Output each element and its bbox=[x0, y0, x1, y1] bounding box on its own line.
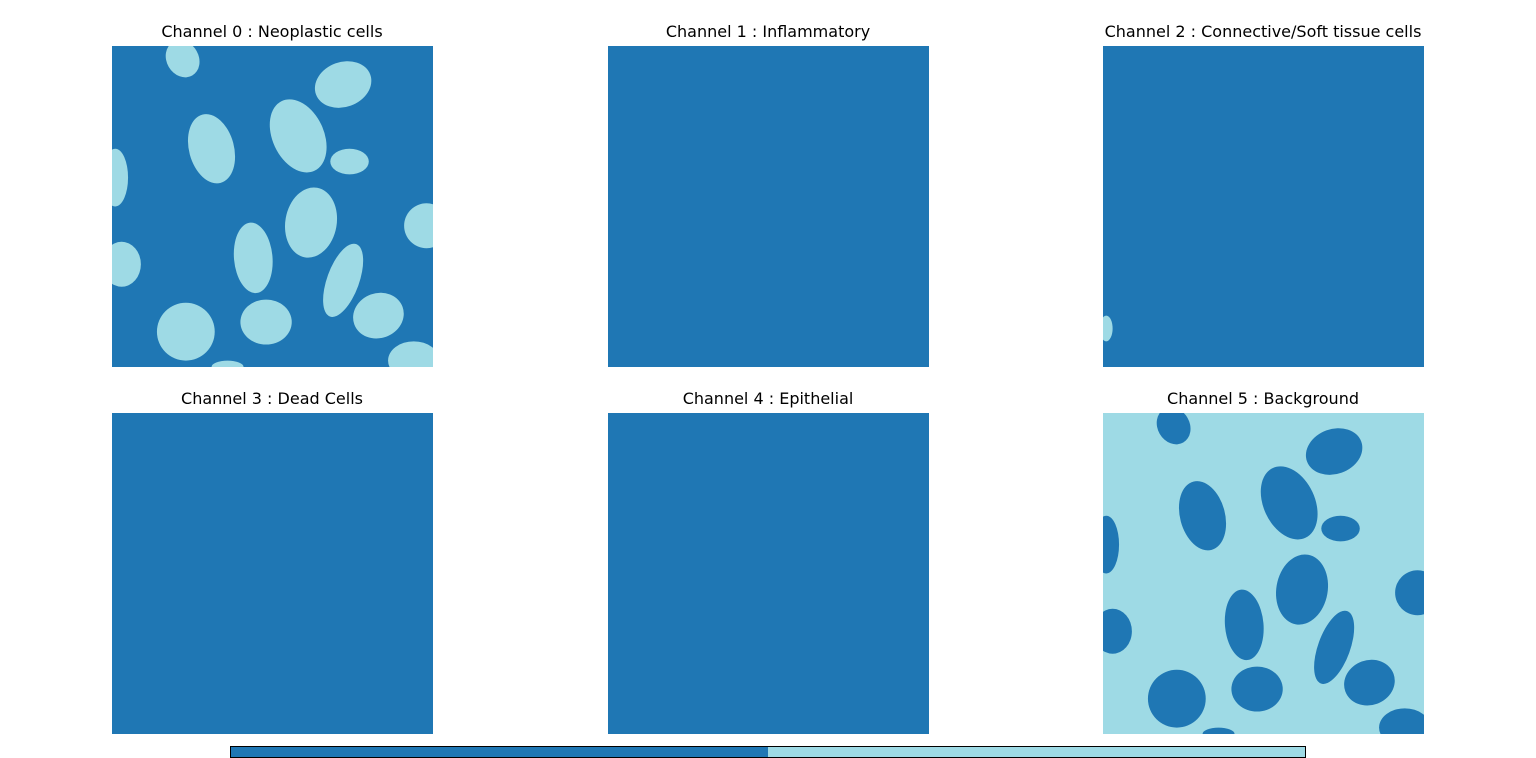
cell-blob bbox=[1260, 466, 1318, 540]
cell-blob bbox=[1231, 666, 1283, 712]
cell-blob bbox=[284, 187, 338, 258]
colorbar-segment-high bbox=[768, 747, 1305, 757]
colorbar-segment-low bbox=[231, 747, 768, 757]
cell-blob bbox=[1202, 727, 1235, 734]
panel-title: Channel 4 : Epithelial bbox=[682, 389, 854, 408]
cell-blob bbox=[1395, 570, 1424, 616]
cell-blob bbox=[112, 148, 129, 207]
cell-blob bbox=[1103, 608, 1132, 654]
cell-blob bbox=[211, 360, 244, 367]
cell-blob bbox=[1156, 413, 1191, 445]
cell-blob bbox=[1305, 428, 1363, 475]
panel-title: Channel 3 : Dead Cells bbox=[181, 389, 363, 408]
cell-blob bbox=[156, 302, 215, 361]
panel-title: Channel 5 : Background bbox=[1167, 389, 1359, 408]
cell-blob bbox=[112, 241, 141, 287]
cell-blob bbox=[1379, 708, 1424, 734]
cell-blob bbox=[1103, 315, 1113, 342]
mask-background bbox=[112, 413, 433, 734]
cell-blob bbox=[233, 222, 273, 294]
cell-blob bbox=[404, 203, 433, 249]
mask-background bbox=[608, 413, 929, 734]
mask-image bbox=[1103, 46, 1424, 367]
cell-blob bbox=[1321, 515, 1360, 542]
colorbar bbox=[230, 746, 1306, 758]
mask-image bbox=[608, 46, 929, 367]
mask-background bbox=[1103, 46, 1424, 367]
panel-title: Channel 1 : Inflammatory bbox=[665, 22, 871, 41]
cell-blob bbox=[314, 61, 372, 108]
mask-background bbox=[608, 46, 929, 367]
mask-image bbox=[1103, 413, 1424, 734]
cell-blob bbox=[323, 243, 364, 317]
panel-title: Channel 2 : Connective/Soft tissue cells bbox=[1104, 22, 1422, 41]
mask-image bbox=[112, 413, 433, 734]
cell-blob bbox=[1224, 589, 1264, 661]
cell-blob bbox=[1344, 659, 1395, 706]
mask-image bbox=[608, 413, 929, 734]
cell-blob bbox=[187, 114, 236, 184]
cell-blob bbox=[330, 148, 369, 175]
cell-blob bbox=[1103, 515, 1120, 574]
panel-title: Channel 0 : Neoplastic cells bbox=[161, 22, 383, 41]
cell-blob bbox=[165, 46, 200, 78]
cell-blob bbox=[1314, 610, 1355, 684]
cell-blob bbox=[353, 292, 404, 339]
cell-blob bbox=[1275, 554, 1329, 625]
cell-blob bbox=[1178, 481, 1227, 551]
mask-image bbox=[112, 46, 433, 367]
cell-blob bbox=[240, 299, 292, 345]
cell-blob bbox=[1147, 669, 1206, 728]
cell-blob bbox=[388, 341, 433, 367]
cell-blob bbox=[269, 99, 327, 173]
